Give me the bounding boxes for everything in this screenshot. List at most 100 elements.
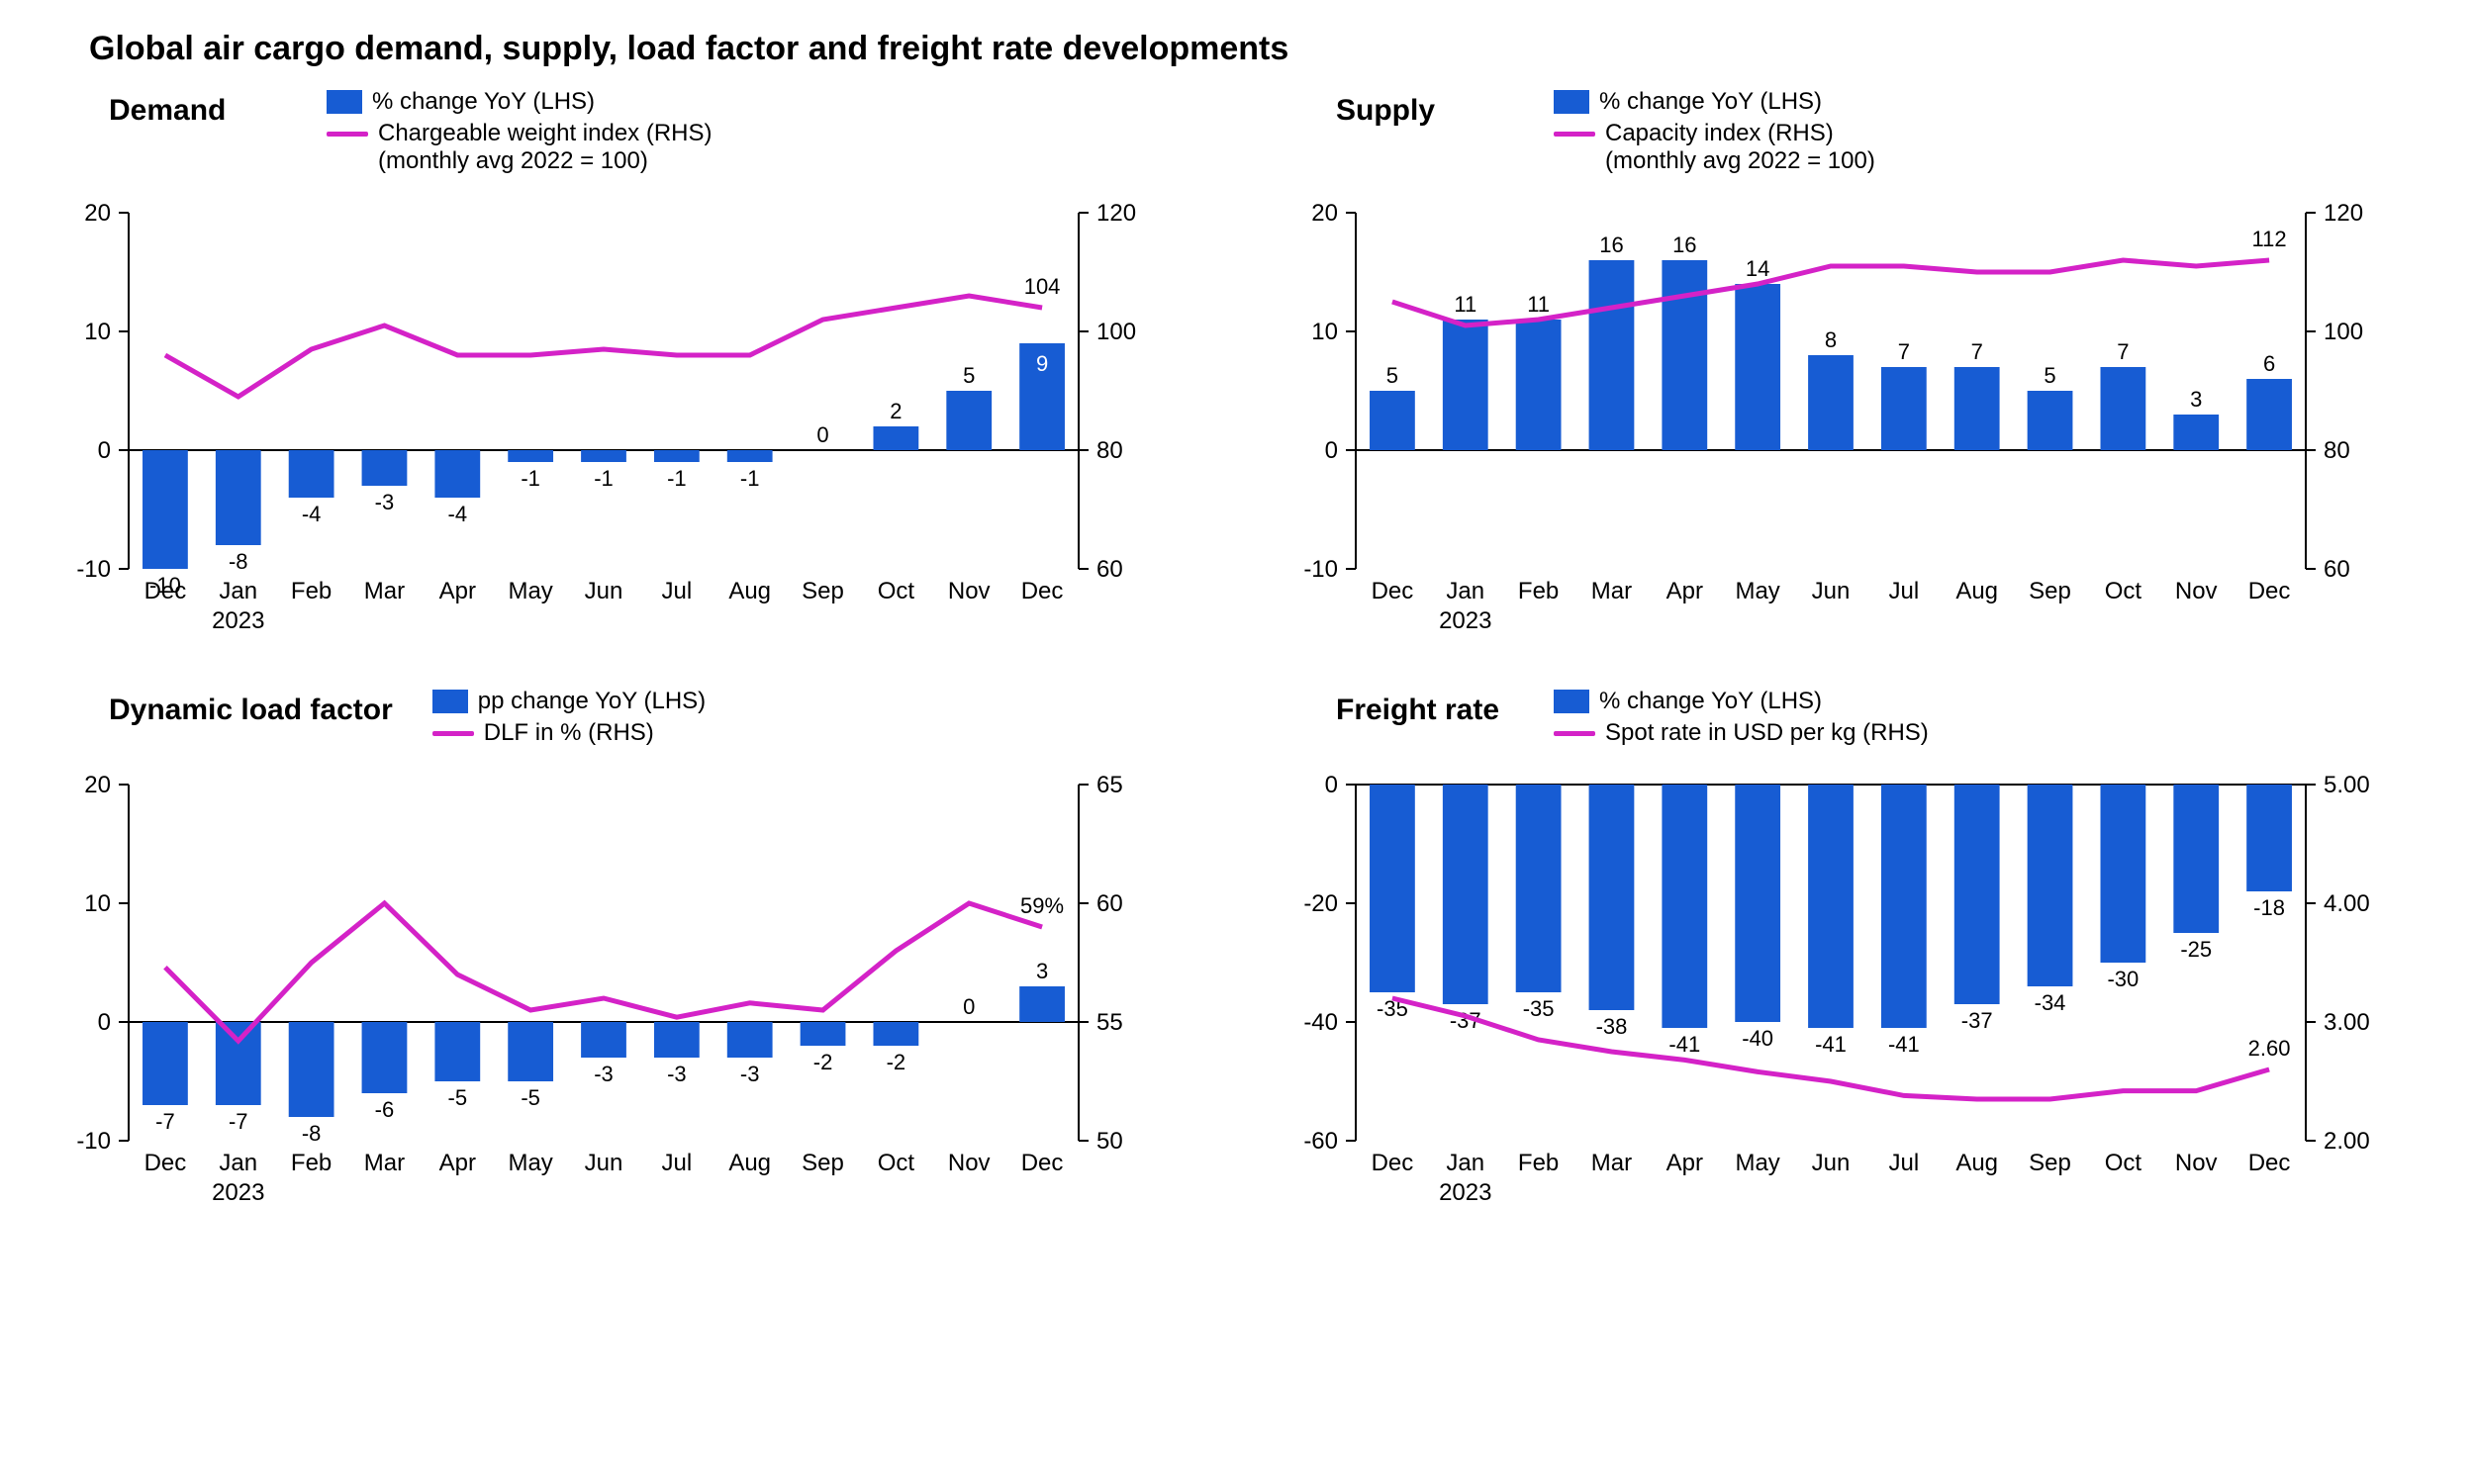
bar <box>1370 391 1415 450</box>
svg-text:0: 0 <box>1325 772 1338 798</box>
svg-text:80: 80 <box>1096 437 1123 464</box>
chart-svg: -10010206080100120-10-8-4-3-4-1-1-1-1025… <box>49 183 1158 658</box>
bar-swatch-icon <box>432 690 468 713</box>
x-tick-label: Aug <box>728 578 771 604</box>
x-tick-label: Jun <box>585 1150 623 1176</box>
chart-header: Freight rate % change YoY (LHS) Spot rat… <box>1277 688 2425 747</box>
bar <box>1589 785 1635 1010</box>
svg-text:60: 60 <box>2324 556 2350 583</box>
chart-grid: Demand % change YoY (LHS) Chargeable wei… <box>49 88 2425 1257</box>
legend-line-sublabel: (monthly avg 2022 = 100) <box>1554 147 1875 175</box>
x-tick-label: Oct <box>878 1150 915 1176</box>
bar-value-label: 11 <box>1454 292 1476 317</box>
bar-value-label: -7 <box>229 1109 248 1134</box>
bar <box>2028 785 2073 986</box>
x-tick-label: Feb <box>1518 1150 1559 1176</box>
svg-text:60: 60 <box>1096 556 1123 583</box>
x-tick-label: Nov <box>948 1150 991 1176</box>
bar <box>873 426 918 450</box>
line-end-label: 59% <box>1020 893 1064 918</box>
x-tick-label: Mar <box>364 1150 405 1176</box>
bar <box>1881 367 1927 450</box>
trend-line <box>1392 260 2269 325</box>
svg-text:65: 65 <box>1096 772 1123 798</box>
bar-value-label: -34 <box>2035 990 2066 1015</box>
legend-line-row: Capacity index (RHS) <box>1554 120 1875 147</box>
svg-text:-10: -10 <box>76 556 111 583</box>
panel-freight: Freight rate % change YoY (LHS) Spot rat… <box>1277 688 2425 1257</box>
svg-text:10: 10 <box>84 890 111 917</box>
bar <box>434 1022 480 1081</box>
x-tick-label: Feb <box>291 1150 332 1176</box>
x-tick-label: Sep <box>802 1150 844 1176</box>
legend-bar-row: % change YoY (LHS) <box>1554 88 1875 116</box>
svg-text:60: 60 <box>1096 890 1123 917</box>
legend: % change YoY (LHS) Spot rate in USD per … <box>1554 688 1929 747</box>
x-tick-label: Jan <box>1446 578 1484 604</box>
svg-text:50: 50 <box>1096 1128 1123 1155</box>
svg-text:4.00: 4.00 <box>2324 890 2370 917</box>
bar-value-label: 0 <box>816 422 828 447</box>
legend-bar-row: % change YoY (LHS) <box>1554 688 1929 715</box>
bar <box>1443 785 1488 1004</box>
bar-value-label: -2 <box>813 1050 833 1074</box>
bar <box>2100 367 2145 450</box>
x-tick-label: Oct <box>2105 578 2142 604</box>
bar-value-label: -41 <box>1888 1032 1920 1057</box>
svg-text:20: 20 <box>1311 200 1338 227</box>
svg-text:120: 120 <box>2324 200 2363 227</box>
x-tick-label: Dec <box>144 578 187 604</box>
bar <box>581 450 626 462</box>
bar-value-label: -18 <box>2253 895 2285 920</box>
bar-value-label: 16 <box>1672 232 1696 257</box>
bar <box>1516 785 1562 992</box>
x-tick-label: Aug <box>1955 1150 1998 1176</box>
x-year-label: 2023 <box>212 1179 264 1206</box>
bar <box>1735 785 1780 1022</box>
x-tick-label: Dec <box>2248 1150 2291 1176</box>
svg-text:100: 100 <box>1096 319 1136 345</box>
x-tick-label: Dec <box>1021 578 1064 604</box>
line-swatch-icon <box>327 132 368 137</box>
panel-supply: Supply % change YoY (LHS) Capacity index… <box>1277 88 2425 658</box>
line-end-label: 112 <box>2252 227 2287 251</box>
svg-text:100: 100 <box>2324 319 2363 345</box>
x-year-label: 2023 <box>212 607 264 634</box>
bar <box>654 450 700 462</box>
bar-value-label: 3 <box>2190 387 2202 412</box>
bar <box>2100 785 2145 963</box>
bar <box>2173 785 2219 933</box>
svg-text:55: 55 <box>1096 1009 1123 1036</box>
chart-subtitle: Dynamic load factor <box>109 688 393 727</box>
bar <box>289 450 334 498</box>
legend-line-label: DLF in % (RHS) <box>484 719 654 747</box>
bar-value-label: 6 <box>2263 351 2275 376</box>
x-tick-label: Jan <box>219 578 257 604</box>
bar <box>362 1022 408 1093</box>
bar <box>1881 785 1927 1028</box>
bar <box>1954 367 2000 450</box>
x-tick-label: Jun <box>1812 578 1851 604</box>
bar <box>1662 785 1707 1028</box>
x-tick-label: Dec <box>2248 578 2291 604</box>
x-tick-label: Jun <box>585 578 623 604</box>
x-tick-label: Mar <box>364 578 405 604</box>
bar-value-label: -6 <box>375 1097 395 1122</box>
bar-value-label: -3 <box>740 1062 760 1086</box>
svg-text:-10: -10 <box>1303 556 1338 583</box>
bar-value-label: 7 <box>2117 339 2129 364</box>
line-end-label: 2.60 <box>2248 1036 2291 1061</box>
svg-text:20: 20 <box>84 772 111 798</box>
chart-subtitle: Supply <box>1336 88 1514 128</box>
bar-value-label: 11 <box>1527 292 1550 317</box>
bar-value-label: 5 <box>1386 363 1398 388</box>
bar-value-label: 3 <box>1036 959 1048 983</box>
x-tick-label: Mar <box>1591 1150 1632 1176</box>
trend-line <box>165 903 1042 1041</box>
bar <box>434 450 480 498</box>
bar <box>143 450 188 569</box>
x-tick-label: Oct <box>878 578 915 604</box>
x-tick-label: Aug <box>1955 578 1998 604</box>
bar-value-label: -1 <box>667 466 687 491</box>
bar-value-label: -3 <box>667 1062 687 1086</box>
